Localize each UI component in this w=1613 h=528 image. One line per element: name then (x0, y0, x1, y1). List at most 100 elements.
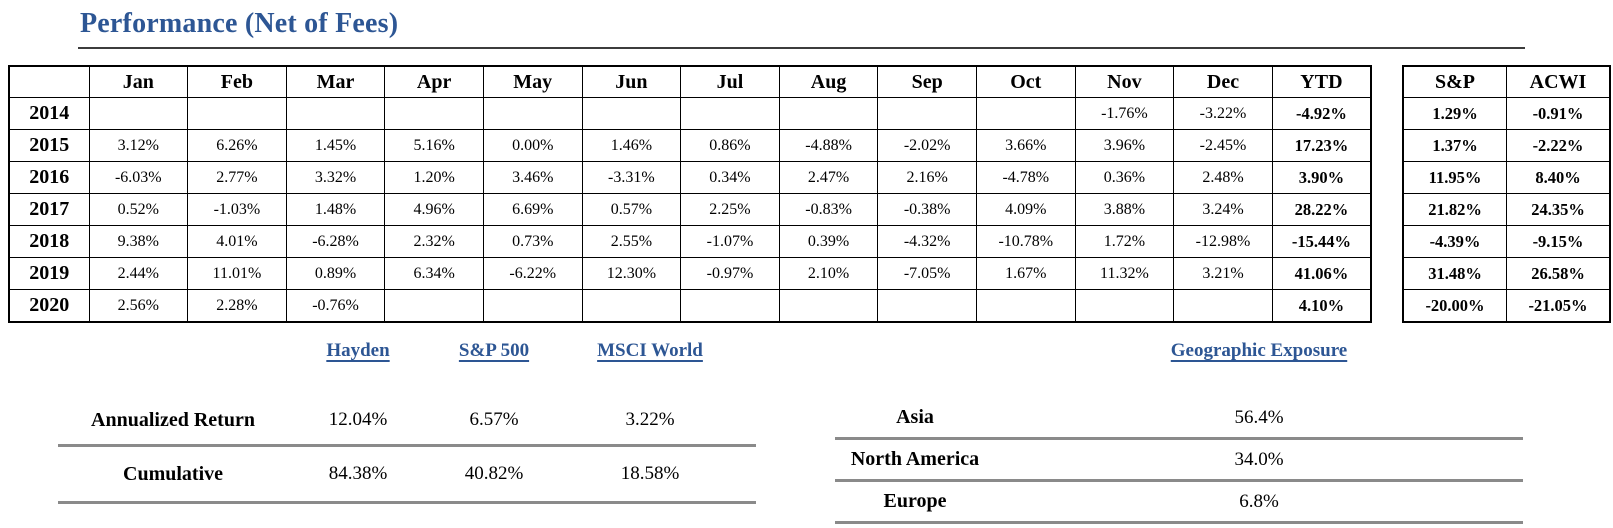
monthly-return-cell: 2.44% (88, 257, 189, 290)
geographic-exposure-spacer (835, 340, 995, 368)
monthly-return-cell: -4.88% (778, 129, 879, 162)
returns-summary-table: Hayden S&P 500 MSCI World Annualized Ret… (58, 340, 756, 504)
monthly-return-cell: 5.16% (384, 129, 484, 162)
monthly-return-cell: -6.22% (482, 257, 583, 290)
monthly-return-cell: 2.55% (581, 225, 682, 258)
returns-summary-value: 12.04% (328, 409, 388, 430)
monthly-return-cell: 2.28% (187, 289, 287, 323)
geographic-exposure-table: Geographic Exposure Asia 56.4% North Ameri… (835, 340, 1523, 524)
monthly-return-cell: 0.57% (581, 193, 682, 226)
year-label: 2016 (8, 161, 90, 194)
benchmark-return-cell: 21.82% (1402, 193, 1507, 226)
monthly-return-cell: -4.32% (877, 225, 977, 258)
benchmark-year-row: -20.00% -21.05% (1402, 289, 1611, 323)
monthly-return-cell: 2.32% (384, 225, 484, 258)
monthly-return-cell: 1.45% (285, 129, 386, 162)
monthly-return-cell: 1.67% (975, 257, 1076, 290)
returns-summary-value: 6.57% (469, 409, 519, 430)
geographic-exposure-row: Asia 56.4% (835, 398, 1523, 440)
monthly-return-cell: 0.36% (1074, 161, 1175, 194)
year-label: 2017 (8, 193, 90, 226)
monthly-return-cell: 2.16% (877, 161, 977, 194)
geographic-region-value: 34.0% (1234, 448, 1284, 470)
returns-summary-header-hayden: Hayden (326, 340, 390, 361)
month-column-header: Jan (88, 65, 189, 98)
monthly-return-cell: 2.48% (1173, 161, 1273, 194)
monthly-return-cell: -7.05% (877, 257, 977, 290)
monthly-return-cell: 1.72% (1074, 225, 1175, 258)
returns-summary-header-msci-world: MSCI World (597, 340, 703, 361)
geographic-region-value: 56.4% (1234, 406, 1284, 428)
monthly-return-cell: 1.20% (384, 161, 484, 194)
monthly-return-cell (680, 289, 780, 323)
monthly-return-cell: 2.56% (88, 289, 189, 323)
monthly-return-cell: 0.52% (88, 193, 189, 226)
monthly-return-cell: -2.45% (1173, 129, 1273, 162)
ytd-return-cell: 4.10% (1271, 289, 1372, 323)
month-column-header: Sep (877, 65, 977, 98)
monthly-return-cell: -10.78% (975, 225, 1076, 258)
returns-summary-header-row: Hayden S&P 500 MSCI World (58, 340, 756, 368)
benchmark-year-row: 1.37% -2.22% (1402, 129, 1611, 162)
benchmark-column-header: S&P (1402, 65, 1507, 98)
monthly-return-cell: -0.76% (285, 289, 386, 323)
performance-year-row: 2017 0.52% -1.03% 1.48% 4.96% 6.69% 0.57% 2.25%… (8, 193, 1372, 226)
month-column-header: Apr (384, 65, 484, 98)
benchmark-return-cell: -9.15% (1506, 225, 1611, 258)
year-label: 2020 (8, 289, 90, 323)
monthly-return-cell: 0.89% (285, 257, 386, 290)
benchmark-return-cell: 8.40% (1506, 161, 1611, 194)
performance-year-row: 2016 -6.03% 2.77% 3.32% 1.20% 3.46% -3.31% 0.34… (8, 161, 1372, 194)
returns-summary-value: 18.58% (620, 463, 680, 484)
benchmark-return-cell: -21.05% (1506, 289, 1611, 323)
monthly-return-cell: -6.28% (285, 225, 386, 258)
monthly-return-cell: 6.34% (384, 257, 484, 290)
benchmark-return-cell: -4.39% (1402, 225, 1507, 258)
monthly-return-cell: -4.78% (975, 161, 1076, 194)
monthly-return-cell: 4.96% (384, 193, 484, 226)
month-column-header: Oct (975, 65, 1076, 98)
benchmark-year-row: 1.29% -0.91% (1402, 97, 1611, 130)
monthly-return-cell: 2.10% (778, 257, 879, 290)
geographic-exposure-header-row: Geographic Exposure (835, 340, 1523, 368)
monthly-return-cell (581, 289, 682, 323)
ytd-return-cell: 17.23% (1271, 129, 1372, 162)
returns-summary-row-label: Cumulative (123, 462, 223, 485)
returns-summary-value: 84.38% (328, 463, 388, 484)
month-column-header: Feb (187, 65, 287, 98)
monthly-return-cell (778, 97, 879, 130)
monthly-return-cell: 3.88% (1074, 193, 1175, 226)
monthly-return-cell: 2.47% (778, 161, 879, 194)
month-column-header: Nov (1074, 65, 1175, 98)
month-column-header: Mar (285, 65, 386, 98)
monthly-return-cell: 6.26% (187, 129, 287, 162)
year-label: 2015 (8, 129, 90, 162)
month-column-header: Aug (778, 65, 879, 98)
monthly-return-cell (187, 97, 287, 130)
monthly-return-cell: -0.38% (877, 193, 977, 226)
geographic-exposure-row: Europe 6.8% (835, 482, 1523, 524)
benchmark-year-row: 11.95% 8.40% (1402, 161, 1611, 194)
performance-year-row: 2018 9.38% 4.01% -6.28% 2.32% 0.73% 2.55% -1.07… (8, 225, 1372, 258)
monthly-return-cell (1173, 289, 1273, 323)
monthly-return-cell: 0.39% (778, 225, 879, 258)
monthly-return-cell: 3.21% (1173, 257, 1273, 290)
monthly-return-cell: -0.97% (680, 257, 780, 290)
ytd-return-cell: 28.22% (1271, 193, 1372, 226)
monthly-return-cell: 0.73% (482, 225, 583, 258)
monthly-return-cell: 3.32% (285, 161, 386, 194)
monthly-return-cell: 1.48% (285, 193, 386, 226)
monthly-return-cell: 0.00% (482, 129, 583, 162)
performance-year-row: 2014 -1.76% -3.22% -4.92% (8, 97, 1372, 130)
monthly-return-cell: 3.66% (975, 129, 1076, 162)
monthly-return-cell: -2.02% (877, 129, 977, 162)
page-title: Performance (Net of Fees) (80, 8, 399, 39)
monthly-return-cell: -1.03% (187, 193, 287, 226)
monthly-return-cell (482, 97, 583, 130)
monthly-return-cell (384, 289, 484, 323)
geographic-region-label: Asia (896, 406, 934, 428)
monthly-return-cell: 1.46% (581, 129, 682, 162)
benchmark-return-cell: -0.91% (1506, 97, 1611, 130)
geographic-exposure-header: Geographic Exposure (1170, 340, 1348, 361)
